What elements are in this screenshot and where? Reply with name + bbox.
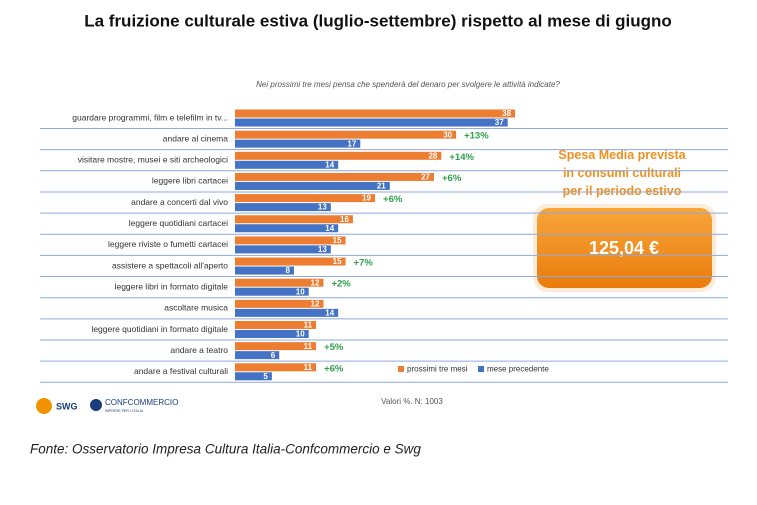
callout-text: Spesa Media prevista in consumi culturali… xyxy=(558,148,686,198)
category-label: assistere a spettacoli all'aperto xyxy=(112,260,228,270)
bar xyxy=(235,372,272,381)
bar xyxy=(235,236,346,245)
logo-text: SWG xyxy=(56,401,78,411)
growth-label: +14% xyxy=(449,152,474,163)
category-label: leggere quotidiani in formato digitale xyxy=(91,324,228,334)
bar xyxy=(235,160,339,169)
category-label: andare a festival culturali xyxy=(134,366,228,376)
value-label: 14 xyxy=(325,160,334,169)
callout-value: 125,04 € xyxy=(589,238,659,258)
bar xyxy=(235,321,317,329)
swg-logo xyxy=(36,398,52,414)
growth-label: +6% xyxy=(442,173,462,184)
logo-text: CONFCOMMERCIO xyxy=(105,398,178,407)
value-label: 6 xyxy=(271,351,276,360)
chart-title: La fruizione culturale estiva (luglio-se… xyxy=(84,11,672,30)
bar xyxy=(235,287,309,296)
bar xyxy=(235,342,317,351)
category-label: leggere libri cartacei xyxy=(152,176,228,186)
value-label: 27 xyxy=(421,173,430,182)
value-label: 13 xyxy=(318,203,327,212)
value-label: 15 xyxy=(333,236,342,245)
bar xyxy=(235,139,361,148)
value-label: 14 xyxy=(325,308,334,317)
note: Valori %. N: 1003 xyxy=(381,397,443,406)
value-label: 8 xyxy=(286,266,291,275)
category-label: andare a teatro xyxy=(170,345,228,355)
value-label: 11 xyxy=(304,342,313,351)
bar xyxy=(235,203,331,212)
legend-swatch xyxy=(478,366,484,372)
logo-text: IMPRESE PER L'ITALIA xyxy=(105,409,144,413)
value-label: 21 xyxy=(377,182,386,191)
legend-swatch xyxy=(398,366,404,372)
bar xyxy=(235,109,516,118)
bar xyxy=(235,266,294,275)
growth-label: +6% xyxy=(383,194,403,205)
bar xyxy=(235,278,324,287)
bar xyxy=(235,363,317,372)
bar xyxy=(235,245,331,254)
bar xyxy=(235,351,280,360)
value-label: 10 xyxy=(296,287,305,296)
category-label: ascoltare musica xyxy=(164,303,228,313)
category-label: guardare programmi, film e telefilm in t… xyxy=(72,112,228,122)
growth-label: +7% xyxy=(354,258,374,269)
value-label: 28 xyxy=(428,151,437,160)
value-label: 38 xyxy=(502,109,511,118)
value-label: 12 xyxy=(311,299,320,308)
category-label: andare a concerti dal vivo xyxy=(131,197,228,207)
value-label: 5 xyxy=(263,372,268,381)
bar xyxy=(235,181,390,190)
bar xyxy=(235,224,339,233)
bar xyxy=(235,151,442,160)
value-label: 15 xyxy=(333,257,342,266)
value-label: 11 xyxy=(304,321,313,330)
value-label: 14 xyxy=(325,224,334,233)
bar xyxy=(235,118,508,127)
growth-label: +13% xyxy=(464,131,489,142)
confcommercio-logo xyxy=(90,399,102,411)
category-label: visitare mostre, musei e siti archeologi… xyxy=(78,155,228,165)
legend-label: prossimi tre mesi xyxy=(407,365,468,374)
value-label: 16 xyxy=(340,215,349,224)
source: Fonte: Osservatorio Impresa Cultura Ital… xyxy=(30,442,421,457)
value-label: 10 xyxy=(296,330,305,339)
category-label: andare al cinema xyxy=(163,133,228,143)
growth-label: +6% xyxy=(324,363,344,374)
bar xyxy=(235,194,376,203)
value-label: 17 xyxy=(347,139,356,148)
bar xyxy=(235,215,353,224)
category-label: leggere quotidiani cartacei xyxy=(129,218,228,228)
bar xyxy=(235,130,457,139)
value-label: 13 xyxy=(318,245,327,254)
growth-label: +5% xyxy=(324,342,344,353)
category-label: leggere libri in formato digitale xyxy=(115,281,229,291)
subtitle: Nei prossimi tre mesi pensa che spenderà… xyxy=(256,80,560,89)
callout-box xyxy=(537,208,712,288)
legend-label: mese precedente xyxy=(487,365,549,374)
bar xyxy=(235,330,309,338)
bar xyxy=(235,172,434,181)
value-label: 30 xyxy=(443,130,452,139)
bar xyxy=(235,308,339,317)
bar xyxy=(235,257,346,266)
value-label: 19 xyxy=(362,194,371,203)
bar xyxy=(235,299,324,308)
value-label: 12 xyxy=(311,278,320,287)
value-label: 11 xyxy=(304,363,313,372)
category-label: leggere riviste o fumetti cartacei xyxy=(108,239,228,249)
growth-label: +2% xyxy=(331,279,351,290)
value-label: 37 xyxy=(495,118,504,127)
